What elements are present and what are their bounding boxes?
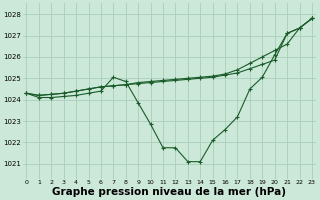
X-axis label: Graphe pression niveau de la mer (hPa): Graphe pression niveau de la mer (hPa)	[52, 187, 286, 197]
